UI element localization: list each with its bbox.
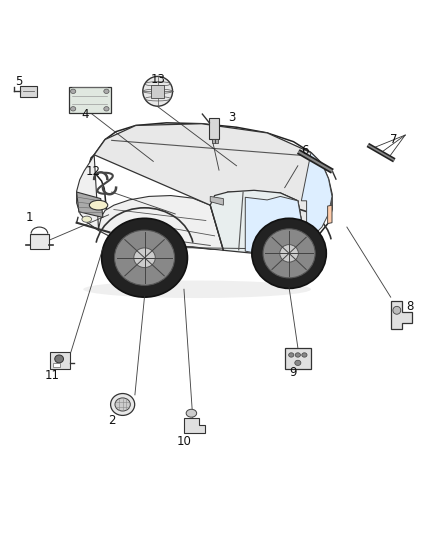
Ellipse shape: [89, 200, 108, 210]
Polygon shape: [20, 86, 37, 96]
Ellipse shape: [82, 216, 92, 222]
Text: 8: 8: [406, 300, 413, 313]
Text: 7: 7: [390, 133, 398, 146]
Ellipse shape: [289, 353, 294, 357]
Ellipse shape: [295, 353, 300, 357]
Polygon shape: [94, 124, 322, 250]
Ellipse shape: [280, 245, 298, 262]
Text: 2: 2: [108, 414, 116, 427]
Ellipse shape: [263, 229, 315, 278]
Polygon shape: [301, 152, 332, 250]
Ellipse shape: [104, 89, 109, 93]
Polygon shape: [209, 118, 219, 139]
Ellipse shape: [302, 353, 307, 357]
Ellipse shape: [55, 355, 64, 363]
Polygon shape: [184, 418, 205, 433]
Polygon shape: [53, 363, 60, 367]
Polygon shape: [285, 348, 311, 369]
Polygon shape: [210, 190, 307, 254]
Text: 6: 6: [300, 144, 308, 157]
Polygon shape: [50, 352, 70, 369]
Ellipse shape: [115, 398, 131, 411]
Text: 3: 3: [229, 111, 236, 124]
Polygon shape: [90, 123, 332, 250]
Ellipse shape: [252, 219, 326, 288]
Polygon shape: [210, 197, 223, 205]
Ellipse shape: [134, 248, 155, 268]
Text: 4: 4: [81, 108, 89, 121]
Ellipse shape: [295, 360, 301, 366]
Polygon shape: [69, 87, 111, 113]
Polygon shape: [212, 139, 215, 143]
Ellipse shape: [102, 219, 187, 297]
Text: 13: 13: [151, 72, 166, 85]
Ellipse shape: [71, 107, 76, 111]
Text: 11: 11: [45, 369, 60, 382]
Polygon shape: [391, 301, 412, 329]
Ellipse shape: [83, 280, 311, 298]
Text: 10: 10: [177, 435, 191, 448]
Polygon shape: [77, 192, 103, 217]
Text: 1: 1: [26, 211, 34, 224]
Text: 9: 9: [289, 366, 297, 379]
Ellipse shape: [110, 393, 135, 415]
Ellipse shape: [186, 409, 197, 417]
Ellipse shape: [104, 107, 109, 111]
Text: 12: 12: [85, 165, 100, 177]
Text: 5: 5: [16, 75, 23, 88]
Ellipse shape: [143, 76, 173, 106]
Polygon shape: [151, 85, 164, 98]
Ellipse shape: [71, 89, 76, 93]
Polygon shape: [328, 205, 332, 223]
Polygon shape: [30, 233, 49, 249]
Polygon shape: [215, 139, 218, 143]
Ellipse shape: [393, 306, 401, 314]
Ellipse shape: [114, 230, 175, 285]
Polygon shape: [77, 155, 223, 251]
Polygon shape: [245, 197, 307, 254]
